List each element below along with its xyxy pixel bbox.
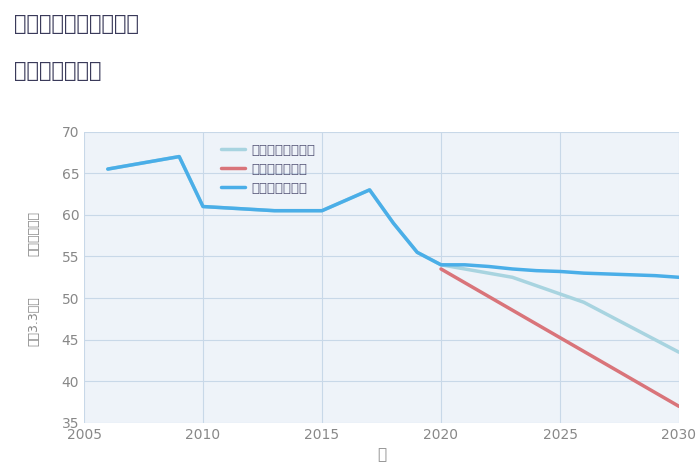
- ノーマルシナリオ: [627, 324, 636, 330]
- ノーマルシナリオ: [199, 204, 207, 209]
- ノーマルシナリオ: [603, 312, 612, 318]
- ノーマルシナリオ: [461, 266, 469, 272]
- ノーマルシナリオ: [389, 220, 398, 226]
- ノーマルシナリオ: [675, 349, 683, 355]
- バッドシナリオ: [437, 266, 445, 272]
- ノーマルシナリオ: [580, 299, 588, 305]
- ノーマルシナリオ: [318, 208, 326, 213]
- ノーマルシナリオ: [651, 337, 659, 343]
- グッドシナリオ: [461, 262, 469, 267]
- ノーマルシナリオ: [104, 166, 112, 172]
- ノーマルシナリオ: [532, 283, 540, 289]
- グッドシナリオ: [651, 273, 659, 278]
- ノーマルシナリオ: [365, 187, 374, 193]
- Line: ノーマルシナリオ: ノーマルシナリオ: [108, 157, 679, 352]
- グッドシナリオ: [270, 208, 279, 213]
- グッドシナリオ: [603, 271, 612, 277]
- グッドシナリオ: [627, 272, 636, 278]
- Text: 坪（3.3㎡）: 坪（3.3㎡）: [27, 296, 40, 346]
- X-axis label: 年: 年: [377, 447, 386, 462]
- ノーマルシナリオ: [437, 262, 445, 267]
- グッドシナリオ: [365, 187, 374, 193]
- ノーマルシナリオ: [556, 291, 564, 297]
- グッドシナリオ: [675, 274, 683, 280]
- ノーマルシナリオ: [270, 208, 279, 213]
- Text: 単価（万円）: 単価（万円）: [27, 211, 40, 256]
- ノーマルシナリオ: [508, 274, 517, 280]
- グッドシナリオ: [484, 264, 493, 269]
- グッドシナリオ: [389, 220, 398, 226]
- ノーマルシナリオ: [413, 250, 421, 255]
- グッドシナリオ: [199, 204, 207, 209]
- Text: 土地の価格推移: 土地の価格推移: [14, 61, 101, 81]
- グッドシナリオ: [104, 166, 112, 172]
- グッドシナリオ: [532, 268, 540, 274]
- Legend: ノーマルシナリオ, バッドシナリオ, グッドシナリオ: ノーマルシナリオ, バッドシナリオ, グッドシナリオ: [221, 144, 316, 195]
- グッドシナリオ: [413, 250, 421, 255]
- グッドシナリオ: [556, 269, 564, 274]
- Text: 愛知県岡崎市針崎町の: 愛知県岡崎市針崎町の: [14, 14, 139, 34]
- Line: グッドシナリオ: グッドシナリオ: [108, 157, 679, 277]
- ノーマルシナリオ: [175, 154, 183, 159]
- Line: バッドシナリオ: バッドシナリオ: [441, 269, 679, 407]
- グッドシナリオ: [580, 270, 588, 276]
- バッドシナリオ: [675, 404, 683, 409]
- グッドシナリオ: [437, 262, 445, 267]
- グッドシナリオ: [508, 266, 517, 272]
- ノーマルシナリオ: [484, 270, 493, 276]
- グッドシナリオ: [175, 154, 183, 159]
- グッドシナリオ: [318, 208, 326, 213]
